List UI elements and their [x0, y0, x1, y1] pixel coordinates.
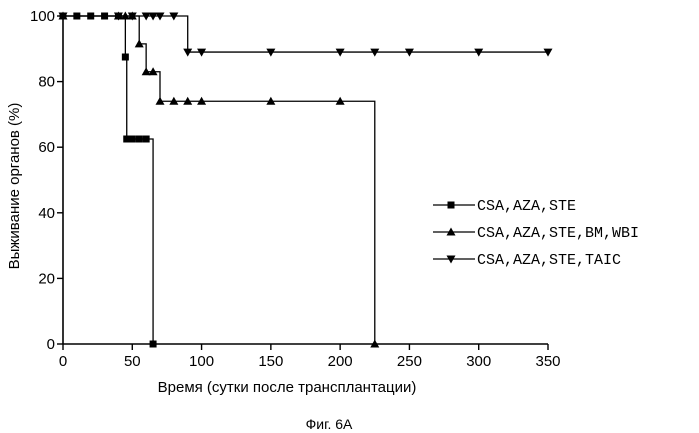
square-marker: [122, 54, 129, 61]
square-marker: [136, 136, 143, 143]
series-layer: [59, 12, 553, 348]
series-line: [63, 16, 153, 344]
square-marker: [129, 136, 136, 143]
x-tick-label: 200: [328, 353, 353, 370]
legend-item: CSA,AZA,STE,TAIC: [433, 252, 621, 269]
x-tick-label: 0: [59, 353, 67, 370]
y-tick-label: 40: [38, 205, 55, 222]
axes: 0 50 100 150 200 250 300 350 0 20 40 60 80 100: [30, 8, 561, 370]
square-marker: [448, 202, 455, 209]
legend-label: CSA,AZA,STE: [477, 198, 576, 215]
y-tick-label: 20: [38, 270, 55, 287]
series-2: [59, 12, 380, 348]
legend-item: CSA,AZA,STE: [433, 198, 576, 215]
y-tick-label: 80: [38, 74, 55, 91]
x-tick-label: 150: [258, 353, 283, 370]
legend-item: CSA,AZA,STE,BM,WBI: [433, 225, 639, 242]
x-axis-title: Время (сутки после трансплантации): [158, 379, 417, 396]
series-line: [63, 16, 375, 344]
series-1: [60, 13, 157, 348]
legend-label: CSA,AZA,STE,TAIC: [477, 252, 621, 269]
x-tick-label: 100: [189, 353, 214, 370]
y-tick-label: 100: [30, 8, 55, 25]
square-marker: [143, 136, 150, 143]
y-tick-label: 0: [47, 336, 55, 353]
figure-caption: Фиг. 6A: [306, 416, 353, 432]
square-marker: [150, 341, 157, 348]
series-3: [59, 13, 553, 57]
y-tick-label: 60: [38, 139, 55, 156]
x-tick-label: 50: [124, 353, 141, 370]
x-tick-label: 250: [397, 353, 422, 370]
y-axis-title: Выживание органов (%): [6, 103, 23, 270]
x-tick-label: 350: [535, 353, 560, 370]
legend: CSA,AZA,STE CSA,AZA,STE,BM,WBI CSA,AZA,STE…: [433, 198, 639, 269]
legend-label: CSA,AZA,STE,BM,WBI: [477, 225, 639, 242]
x-tick-label: 300: [466, 353, 491, 370]
